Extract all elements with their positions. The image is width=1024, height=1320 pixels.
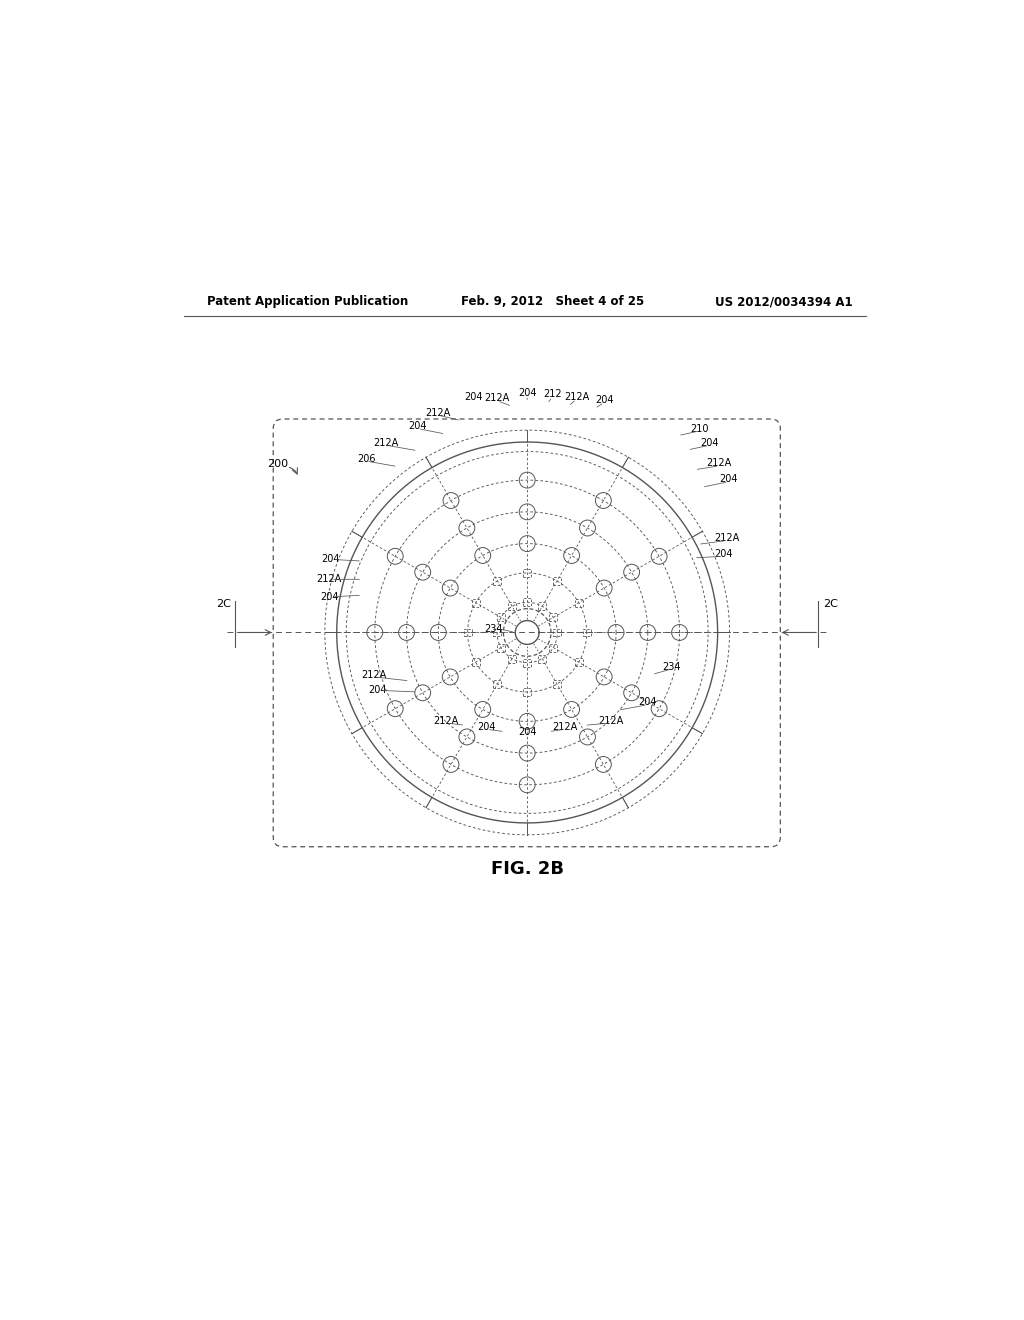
Text: FIG. 2B: FIG. 2B xyxy=(490,859,563,878)
Text: 200: 200 xyxy=(267,459,288,469)
Bar xyxy=(574,659,583,667)
Text: 204: 204 xyxy=(714,549,732,558)
Text: 204: 204 xyxy=(477,722,496,731)
Bar xyxy=(494,680,502,688)
Text: 212A: 212A xyxy=(707,458,732,469)
Bar xyxy=(553,577,561,585)
Text: 212A: 212A xyxy=(598,715,624,726)
Text: US 2012/0034394 A1: US 2012/0034394 A1 xyxy=(715,296,853,308)
Text: 2C: 2C xyxy=(823,599,838,609)
Text: 212A: 212A xyxy=(361,669,387,680)
Bar xyxy=(523,569,531,577)
Bar xyxy=(497,614,505,622)
Bar xyxy=(539,655,546,663)
Text: 212A: 212A xyxy=(564,392,589,401)
Text: 212A: 212A xyxy=(552,722,578,731)
Bar xyxy=(494,577,502,585)
Text: 204: 204 xyxy=(720,474,738,484)
Bar xyxy=(497,644,505,652)
Bar xyxy=(523,598,531,606)
Bar xyxy=(549,644,557,652)
Text: 204: 204 xyxy=(518,727,537,737)
Text: 206: 206 xyxy=(356,454,376,463)
Text: 204: 204 xyxy=(595,395,613,405)
Text: 204: 204 xyxy=(639,697,657,708)
Bar xyxy=(553,680,561,688)
Text: 204: 204 xyxy=(321,591,339,602)
Bar xyxy=(553,628,561,636)
Bar xyxy=(539,602,546,610)
Text: 212A: 212A xyxy=(425,408,451,417)
Text: Patent Application Publication: Patent Application Publication xyxy=(207,296,409,308)
Bar xyxy=(583,628,591,636)
Bar xyxy=(508,602,516,610)
Text: 204: 204 xyxy=(464,392,482,401)
Text: 204: 204 xyxy=(409,421,427,432)
Text: 212A: 212A xyxy=(374,438,398,447)
Bar xyxy=(472,599,479,607)
Text: 204: 204 xyxy=(369,685,387,696)
Text: 2C: 2C xyxy=(216,599,230,609)
Bar xyxy=(574,599,583,607)
Text: 212A: 212A xyxy=(484,393,510,404)
Text: 212: 212 xyxy=(544,389,562,400)
Bar xyxy=(523,688,531,696)
Text: 204: 204 xyxy=(700,438,719,447)
Bar xyxy=(494,628,501,636)
Text: Feb. 9, 2012   Sheet 4 of 25: Feb. 9, 2012 Sheet 4 of 25 xyxy=(461,296,644,308)
Bar xyxy=(523,659,531,667)
Text: 204: 204 xyxy=(518,388,537,397)
Bar xyxy=(508,655,516,663)
Text: 212A: 212A xyxy=(433,715,458,726)
Bar xyxy=(464,628,472,636)
Text: 210: 210 xyxy=(690,424,709,433)
Bar xyxy=(549,614,557,622)
Text: 234: 234 xyxy=(483,623,503,634)
Text: 212A: 212A xyxy=(316,574,341,585)
Text: 204: 204 xyxy=(322,554,340,565)
Bar xyxy=(472,659,479,667)
Text: 212A: 212A xyxy=(715,533,739,543)
Text: 234: 234 xyxy=(663,661,681,672)
